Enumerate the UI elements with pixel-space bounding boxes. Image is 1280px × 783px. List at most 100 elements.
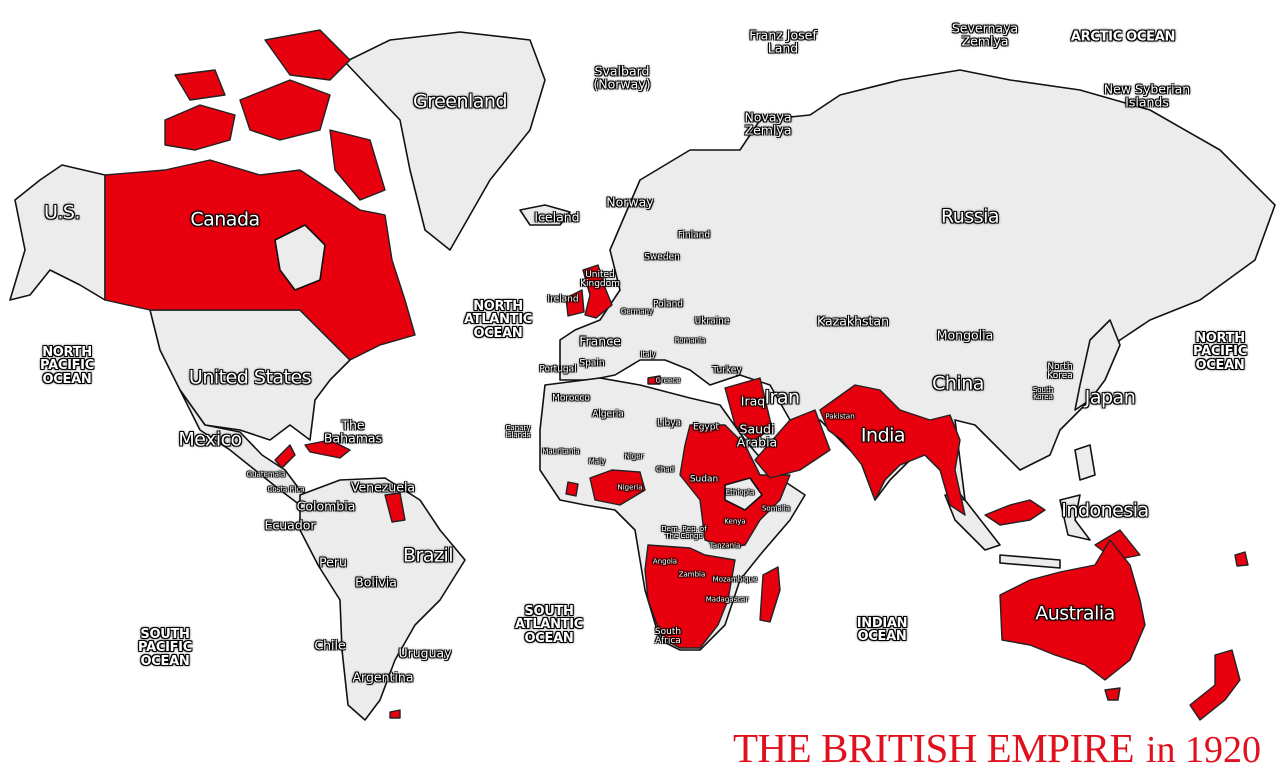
map-label: Chile xyxy=(314,637,346,653)
map-label: SOUTH PACIFIC OCEAN xyxy=(138,627,192,669)
map-label: Italy xyxy=(640,350,656,359)
british-nigeria xyxy=(589,469,646,506)
map-label: Algeria xyxy=(592,409,624,420)
map-label: New Syberian Islands xyxy=(1103,81,1191,109)
british-malaya-borneo xyxy=(984,499,1046,526)
british-new-zealand xyxy=(1189,649,1241,721)
land-alaska xyxy=(9,164,106,301)
map-label: Iran xyxy=(764,386,800,409)
british-gold-coast xyxy=(565,481,579,497)
british-canada xyxy=(104,159,416,361)
map-label: Norway xyxy=(606,194,654,210)
map-label: NORTH ATLANTIC OCEAN xyxy=(464,299,532,341)
map-label: Mongolia xyxy=(936,327,994,343)
british-malta-cyprus xyxy=(647,375,661,385)
british-honduras xyxy=(274,444,296,469)
british-southern-africa xyxy=(644,544,736,649)
map-label: Poland xyxy=(652,299,684,310)
map-label: Somalia xyxy=(761,504,791,513)
map-label: ARCTIC OCEAN xyxy=(1070,29,1176,45)
map-label: Saudi Arabia xyxy=(736,421,778,449)
map-label: Libya xyxy=(656,418,682,429)
map-label: Costa Rica xyxy=(267,485,305,494)
map-label: North Korea xyxy=(1047,361,1073,381)
map-label: India xyxy=(860,424,906,447)
land-greenland xyxy=(344,31,546,251)
map-label: Mauritania xyxy=(542,447,580,456)
british-arctic-islands-5 xyxy=(329,129,386,201)
map-label: Russia xyxy=(940,205,1000,228)
land-iceland xyxy=(519,204,571,226)
map-label: Australia xyxy=(1035,602,1115,625)
map-label: Peru xyxy=(319,554,347,570)
map-label: Portugal xyxy=(539,364,577,375)
british-pacific-islands xyxy=(1234,551,1249,567)
map-label: France xyxy=(579,333,621,349)
land-ethiopia xyxy=(724,477,763,511)
british-australia xyxy=(999,539,1146,681)
map-label: United States xyxy=(188,366,312,389)
map-label: Severnaya Zemlya xyxy=(951,20,1019,48)
map-label: Zambia xyxy=(678,570,706,579)
map-label: South Korea xyxy=(1032,385,1054,401)
map-label: United Kingdom xyxy=(580,269,620,289)
map-label: Indonesia xyxy=(1061,499,1149,522)
map-label: Germany xyxy=(620,307,654,316)
british-india xyxy=(819,384,966,516)
british-arctic-islands-1 xyxy=(164,104,236,151)
map-label: Maly xyxy=(588,457,606,466)
map-label: Dem. Rep. of The Congo xyxy=(661,524,707,540)
map-label: Morocco xyxy=(552,393,590,404)
land-eurasia xyxy=(559,69,1276,501)
map-label: Mexico xyxy=(178,428,242,451)
land-indonesia-java xyxy=(999,554,1061,569)
map-label: Brazil xyxy=(402,544,454,567)
british-arctic-islands-3 xyxy=(264,29,351,81)
map-label: Franz Josef Land xyxy=(749,27,817,55)
map-label: NORTH PACIFIC OCEAN xyxy=(40,345,94,387)
land-south-america xyxy=(299,477,466,721)
map-label: Tanzania xyxy=(709,541,741,550)
british-arctic-islands-4 xyxy=(174,69,226,101)
map-label: INDIAN OCEAN xyxy=(856,615,908,644)
map-label: Guatemala xyxy=(246,470,286,479)
map-label: Iceland xyxy=(534,209,580,225)
map-label: Japan xyxy=(1084,386,1136,409)
land-hudson-bay xyxy=(274,224,326,291)
british-madagascar xyxy=(759,566,781,623)
british-guiana xyxy=(384,492,406,523)
map-label: Greece xyxy=(655,376,681,385)
map-label: Canary Islands xyxy=(505,423,531,439)
british-ireland xyxy=(565,289,585,317)
map-label: Chad xyxy=(655,465,675,474)
map-label: Colombia xyxy=(296,498,356,514)
map-label: NORTH PACIFIC OCEAN xyxy=(1193,331,1247,373)
map-label: Niger xyxy=(624,452,644,461)
land-indonesia-sulawesi xyxy=(1059,494,1091,541)
map-label: China xyxy=(932,372,984,395)
map-label: Spain xyxy=(579,358,605,369)
land-japan xyxy=(1074,319,1121,411)
british-united-kingdom xyxy=(582,264,613,319)
map-label: Madagascar xyxy=(705,595,749,604)
map-label: Svalbard (Norway) xyxy=(593,63,651,91)
map-label: South Africa xyxy=(654,626,682,646)
map-label: Turkey xyxy=(712,365,742,376)
map-label: Pakistan xyxy=(825,412,855,421)
map-label: Finland xyxy=(677,230,711,241)
map-label: Sudan xyxy=(689,474,719,485)
map-label: Canada xyxy=(190,208,260,231)
map-label: Ecuador xyxy=(264,517,316,533)
map-label: The Bahamas xyxy=(323,417,383,445)
land-philippines xyxy=(1074,444,1096,481)
map-label: Mozambique xyxy=(712,575,758,584)
map-label: Greenland xyxy=(412,90,508,113)
map-label: Kazakhstan xyxy=(816,313,890,329)
map-label: Angola xyxy=(652,557,678,566)
map-label: Venezuela xyxy=(350,479,416,495)
title-year: in 1920 xyxy=(1146,729,1262,771)
map-label: Iraq xyxy=(740,393,766,409)
map-label: Sweden xyxy=(644,252,680,263)
